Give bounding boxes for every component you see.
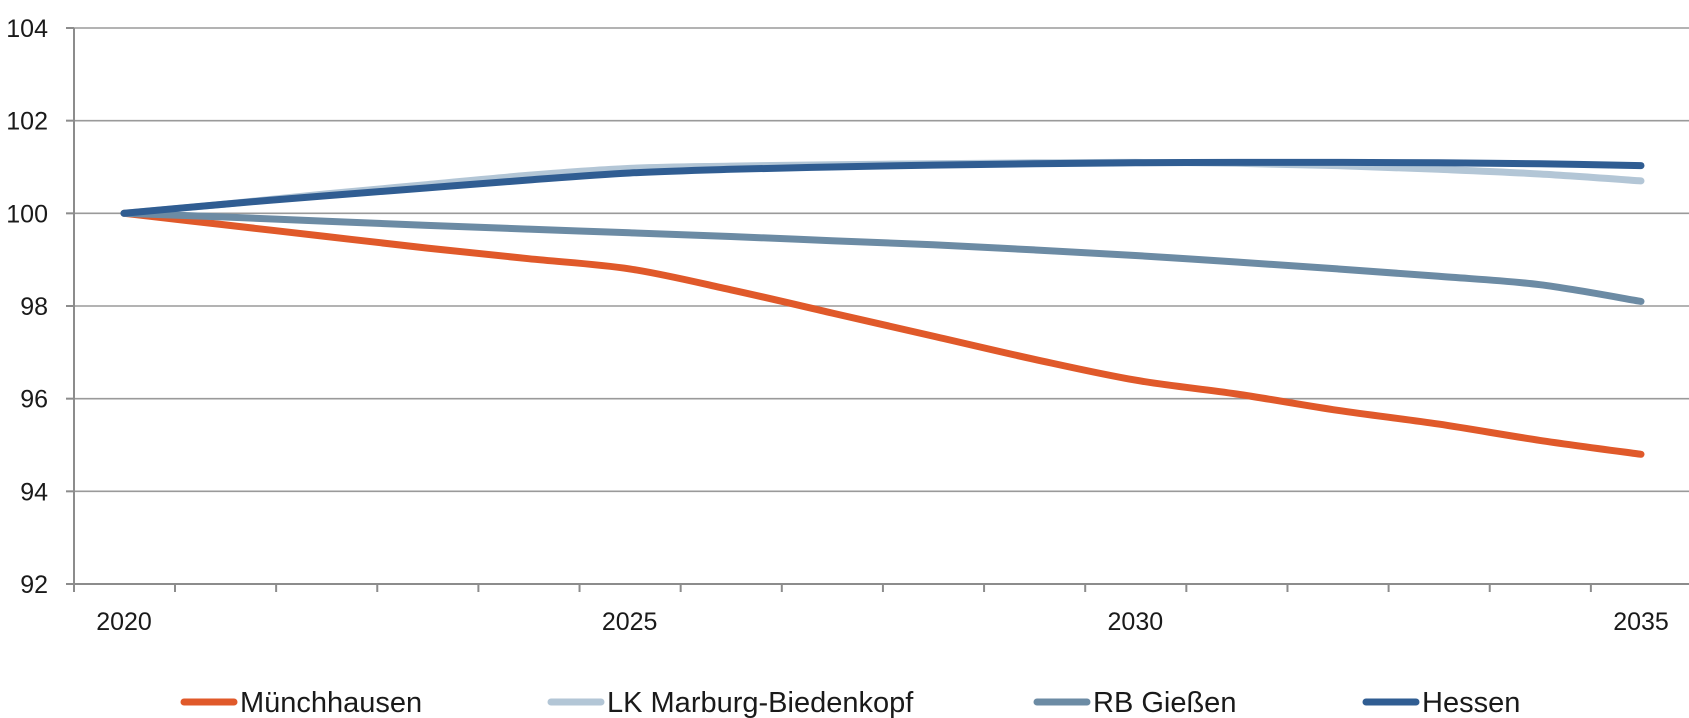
y-tick-label: 98 <box>20 293 48 321</box>
x-tick-label: 2030 <box>1108 608 1164 636</box>
series-lines <box>124 162 1641 454</box>
axes: 92 94 96 98 100 102 104 2020 2025 2030 2035 <box>6 15 1689 636</box>
legend-label: LK Marburg-Biedenkopf <box>607 687 914 718</box>
x-tick-label: 2020 <box>96 608 152 636</box>
y-tick-label: 96 <box>20 386 48 414</box>
series-line-m-nchhausen <box>124 213 1641 454</box>
series-line-rb-gie-en <box>124 213 1641 301</box>
legend-label: Hessen <box>1422 687 1520 718</box>
legend-label: Münchhausen <box>240 687 422 718</box>
legend-label: RB Gießen <box>1093 687 1236 718</box>
y-tick-label: 92 <box>20 571 48 599</box>
legend: Münchhausen LK Marburg-Biedenkopf RB Gieße… <box>184 687 1520 718</box>
series-line-lk-marburg-biedenkopf <box>124 162 1641 213</box>
x-tick-label: 2035 <box>1613 608 1669 636</box>
y-tick-label: 102 <box>6 108 48 136</box>
y-tick-label: 94 <box>20 478 48 506</box>
legend-item-lk-marburg-biedenkopf: LK Marburg-Biedenkopf <box>551 687 914 718</box>
legend-item-hessen: Hessen <box>1366 687 1520 718</box>
y-tick-label: 104 <box>6 15 48 43</box>
legend-item-m-nchhausen: Münchhausen <box>184 687 422 718</box>
x-tick-label: 2025 <box>602 608 658 636</box>
legend-item-rb-gie-en: RB Gießen <box>1037 687 1236 718</box>
y-tick-label: 100 <box>6 200 48 228</box>
